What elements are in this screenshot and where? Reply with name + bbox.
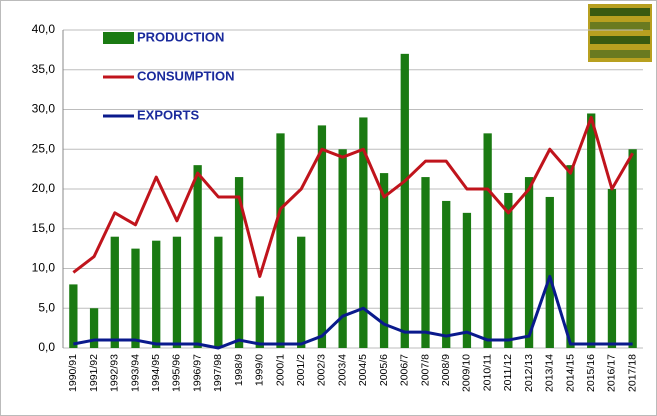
bar	[214, 236, 223, 348]
bar	[276, 133, 285, 348]
x-tick-label: 1991/92	[88, 354, 100, 392]
y-tick-label: 20,0	[32, 181, 56, 195]
x-tick-label: 2013/14	[544, 354, 556, 392]
x-tick-label: 1993/94	[129, 354, 141, 392]
bar	[338, 149, 347, 348]
x-tick-label: 1995/96	[171, 354, 183, 392]
x-tick-label: 2003/4	[336, 354, 348, 386]
x-tick-label: 1999/0	[254, 354, 266, 386]
x-tick-label: 2000/1	[274, 354, 286, 386]
x-tick-label: 2017/18	[626, 354, 638, 392]
y-tick-label: 15,0	[32, 221, 56, 235]
bar	[462, 212, 472, 348]
x-tick-label: 1990/91	[67, 354, 79, 392]
x-tick-label: 2002/3	[316, 354, 328, 386]
x-tick-label: 2009/10	[461, 354, 473, 392]
y-tick-label: 0,0	[38, 340, 55, 354]
x-tick-label: 2011/12	[502, 354, 514, 391]
y-tick-label: 10,0	[32, 261, 56, 275]
bar	[545, 196, 554, 348]
x-tick-label: 2001/2	[295, 354, 307, 386]
x-tick-label: 2005/6	[378, 354, 390, 386]
line	[73, 274, 633, 350]
legend-label: CONSUMPTION	[137, 68, 235, 83]
y-tick-label: 5,0	[38, 300, 55, 314]
x-tick-label: 2006/7	[399, 354, 411, 386]
x-tick-label: 2016/17	[606, 354, 618, 392]
bar	[131, 248, 140, 348]
bar	[587, 113, 596, 348]
bar	[379, 173, 389, 348]
y-tick-label: 30,0	[32, 102, 56, 116]
bar	[89, 308, 99, 348]
x-tick-label: 2010/11	[481, 354, 493, 391]
legend-swatch	[103, 32, 134, 44]
legend-label: PRODUCTION	[137, 29, 224, 44]
y-tick-label: 25,0	[32, 141, 56, 155]
bar	[152, 240, 161, 348]
bar	[400, 53, 409, 348]
x-tick-label: 1996/97	[191, 354, 203, 392]
x-tick-label: 2008/9	[440, 354, 452, 386]
x-tick-label: 2015/16	[585, 354, 597, 392]
bar	[442, 200, 451, 348]
x-tick-label: 1998/9	[233, 354, 245, 386]
x-tick-label: 2004/5	[357, 354, 369, 386]
bar	[172, 236, 182, 348]
bar	[628, 149, 637, 348]
bar	[234, 177, 244, 348]
bar	[504, 192, 513, 348]
bar	[193, 165, 202, 348]
x-tick-label: 1997/98	[212, 354, 224, 392]
corner-icon	[588, 4, 652, 62]
x-tick-label: 2014/15	[564, 354, 576, 392]
bar	[566, 165, 575, 348]
bar	[483, 133, 492, 348]
x-tick-label: 2012/13	[523, 354, 535, 392]
y-tick-label: 35,0	[32, 62, 56, 76]
x-tick-label: 1992/93	[109, 354, 121, 392]
y-tick-label: 40,0	[32, 22, 56, 36]
bar	[297, 236, 306, 348]
bar	[524, 177, 534, 348]
bar	[359, 117, 368, 348]
bar	[421, 177, 430, 348]
x-tick-label: 2007/8	[419, 354, 431, 386]
bar	[69, 284, 78, 348]
bar	[255, 296, 264, 348]
bar	[317, 125, 327, 349]
bar	[110, 236, 119, 348]
x-tick-label: 1994/95	[150, 354, 162, 392]
legend-label: EXPORTS	[137, 107, 199, 122]
bar	[607, 189, 617, 348]
line	[72, 115, 634, 278]
